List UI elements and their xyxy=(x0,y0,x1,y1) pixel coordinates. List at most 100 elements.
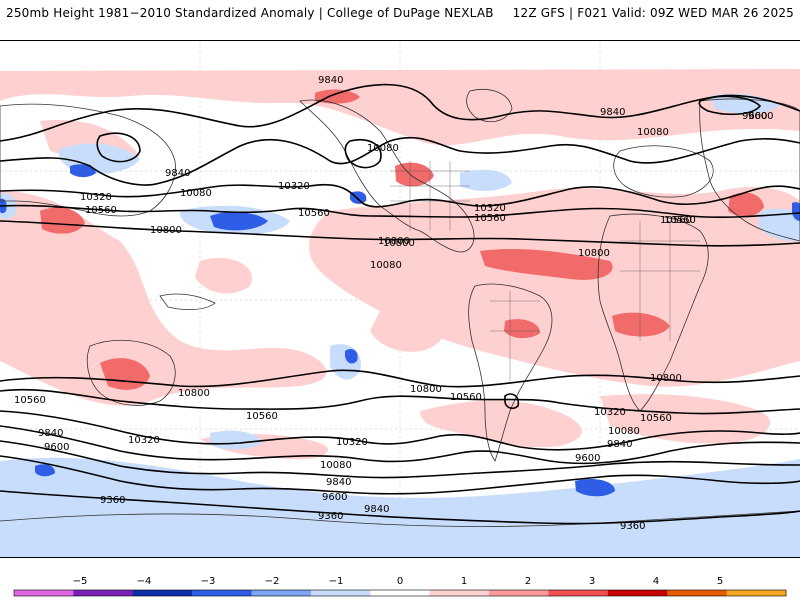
contour-label: 9840 xyxy=(318,75,343,86)
contour-labels: 9840 9840 9600 10080 9840 10080 10320 10… xyxy=(14,75,773,532)
contour-10800-south xyxy=(0,369,800,388)
contour-9360-south xyxy=(0,490,800,525)
contour-10800-north xyxy=(0,220,800,247)
contour-label: 9600 xyxy=(322,492,347,503)
contour-9840-north xyxy=(0,83,800,142)
strong-negative-anomaly-fills xyxy=(0,164,800,497)
contour-label: 9840 xyxy=(607,439,632,450)
colorbar-outline xyxy=(13,589,787,597)
contour-label: 9360 xyxy=(100,495,125,506)
greenland-coast xyxy=(466,89,513,123)
colorbar-tick-label: −1 xyxy=(329,576,344,587)
contour-label: 10800 xyxy=(578,248,610,259)
colorbar-tick-label: 3 xyxy=(589,576,595,587)
contour-label: 10800 xyxy=(410,384,442,395)
north-america-coast xyxy=(299,99,475,253)
political-borders xyxy=(390,161,700,381)
colorbar-canvas: −5 −4 −3 −2 −1 0 1 2 3 4 5 xyxy=(13,576,787,597)
colorbar-tick-label: −3 xyxy=(201,576,216,587)
colorbar-segment xyxy=(73,590,134,596)
contour-label: 10800 xyxy=(150,225,182,236)
contour-label: 10800 xyxy=(650,373,682,384)
contour-closed-low-2 xyxy=(344,139,382,169)
anomaly-colorbar: −5 −4 −3 −2 −1 0 1 2 3 4 5 xyxy=(0,570,800,600)
contour-label: 10320 xyxy=(594,407,626,418)
contour-label: 10080 xyxy=(608,426,640,437)
colorbar-tick-label: −4 xyxy=(137,576,152,587)
contour-label: 10560 xyxy=(664,215,696,226)
contour-label: 10800 xyxy=(178,388,210,399)
colorbar-segment xyxy=(489,590,549,596)
contour-label: 10080 xyxy=(367,143,399,154)
colorbar-segment xyxy=(132,590,193,596)
colorbar-tick-label: 4 xyxy=(653,576,659,587)
contour-label: 10560 xyxy=(246,411,278,422)
contour-10080-south xyxy=(0,425,800,465)
contour-10320-south xyxy=(0,410,800,451)
contour-label: 10320 xyxy=(80,192,112,203)
contour-label: 10320 xyxy=(336,437,368,448)
antarctica-coast xyxy=(0,510,800,527)
contour-label: 9840 xyxy=(165,168,190,179)
contour-label: 10560 xyxy=(474,213,506,224)
contour-label: 9840 xyxy=(364,504,389,515)
model-valid-time: 12Z GFS | F021 Valid: 09Z WED MAR 26 202… xyxy=(512,6,794,20)
colorbar-segment xyxy=(251,590,312,596)
contour-label: 9840 xyxy=(326,477,351,488)
header: 250mb Height 1981−2010 Standardized Anom… xyxy=(0,0,800,24)
height-contours xyxy=(0,83,800,525)
contour-10320-north xyxy=(0,183,800,208)
contour-label: 10560 xyxy=(660,215,692,226)
contour-10560-north xyxy=(0,204,800,219)
contour-label: 9360 xyxy=(620,521,645,532)
colorbar-tick-label: 0 xyxy=(397,576,403,587)
negative-anomaly-fills xyxy=(0,94,800,557)
contour-label: 9600 xyxy=(44,442,69,453)
europe-coast xyxy=(613,145,714,198)
contour-label: 9600 xyxy=(575,453,600,464)
contour-label: 10320 xyxy=(278,181,310,192)
contour-label: 10560 xyxy=(14,395,46,406)
contour-9840-south xyxy=(0,440,800,479)
contour-label: 10800 xyxy=(383,238,415,249)
contour-label: 10080 xyxy=(637,127,669,138)
australia-coast xyxy=(86,339,176,406)
contour-label: 10560 xyxy=(450,392,482,403)
contour-label: 10560 xyxy=(640,413,672,424)
contour-10560-south xyxy=(0,388,800,415)
contour-label: 9600 xyxy=(748,111,773,122)
contour-label: 10560 xyxy=(298,208,330,219)
contour-10080-north xyxy=(0,136,800,186)
contour-closed-low-1 xyxy=(96,132,141,163)
coastlines xyxy=(0,89,800,527)
contour-label: 10320 xyxy=(128,435,160,446)
africa-coast xyxy=(597,213,709,412)
colorbar-segment xyxy=(192,590,253,596)
contour-label: 9840 xyxy=(600,107,625,118)
contour-9600-south xyxy=(0,455,800,495)
contour-closed-low-4 xyxy=(504,393,520,409)
colorbar-tick-label: −5 xyxy=(73,576,88,587)
anomaly-map: 9840 9840 9600 10080 9840 10080 10320 10… xyxy=(0,40,800,558)
contour-closed-low-3 xyxy=(698,95,762,116)
colorbar-tick-label: 1 xyxy=(461,576,467,587)
colorbar-segment xyxy=(370,590,431,596)
colorbar-segment xyxy=(548,590,609,596)
south-america-coast xyxy=(468,283,553,462)
colorbar-tick-label: 2 xyxy=(525,576,531,587)
contour-label: 10080 xyxy=(320,460,352,471)
colorbar-segment xyxy=(429,590,490,596)
contour-label: 10560 xyxy=(85,205,117,216)
contour-label: 10800 xyxy=(378,236,410,247)
colorbar-tick-label: −2 xyxy=(265,576,280,587)
contour-label: 9360 xyxy=(318,511,343,522)
colorbar-segment xyxy=(310,590,371,596)
contour-label: 10080 xyxy=(370,260,402,271)
colorbar-segment xyxy=(14,590,74,596)
colorbar-tick-label: 5 xyxy=(717,576,723,587)
contour-label: 10320 xyxy=(474,203,506,214)
contour-label: 10080 xyxy=(180,188,212,199)
indonesia-coast xyxy=(159,293,216,311)
colorbar-segment xyxy=(726,590,787,596)
colorbar-segment xyxy=(607,590,668,596)
